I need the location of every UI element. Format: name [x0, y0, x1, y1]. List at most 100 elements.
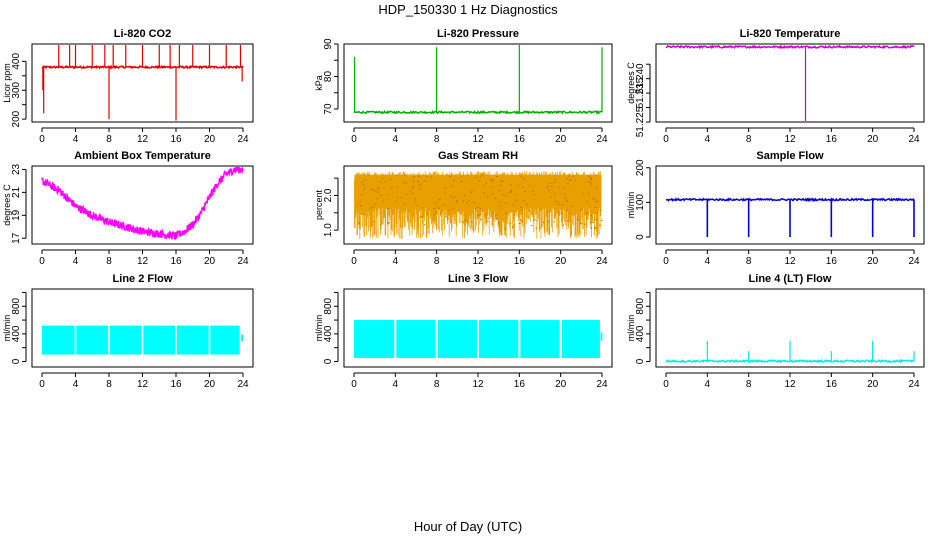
x-tick-label: 8 [106, 134, 112, 145]
panel-title: Li-820 Temperature [740, 28, 841, 40]
x-tick-label: 24 [596, 134, 608, 145]
x-tick-label: 8 [106, 256, 112, 267]
x-tick-label: 20 [204, 379, 216, 390]
figure-title: HDP_150330 1 Hz Diagnostics [378, 2, 558, 17]
series-line [665, 44, 915, 50]
y-tick-label: 70 [323, 103, 334, 115]
flow-band [354, 320, 395, 359]
y-tick-label: 51.225 [635, 106, 646, 137]
plot-frame [31, 165, 254, 245]
x-tick-label: 12 [472, 379, 484, 390]
x-tick-label: 4 [393, 256, 399, 267]
series-pressure [353, 45, 603, 115]
panel-pressure: Li-820 Pressure kPa 0 4 8 12 16 20 24 70 80 90 [314, 28, 613, 145]
x-tick-label: 24 [237, 256, 249, 267]
x-tick-label: 12 [784, 379, 796, 390]
y-tick-label: 800 [11, 297, 22, 314]
series-line2 [42, 325, 244, 355]
y-tick-label: 300 [11, 81, 22, 98]
plot-frame [655, 43, 925, 123]
x-tick-label: 24 [237, 134, 249, 145]
x-tick-label: 24 [908, 256, 920, 267]
panel-title: Line 4 (LT) Flow [749, 273, 832, 285]
x-tick-label: 16 [514, 379, 526, 390]
series-rh [354, 171, 603, 239]
x-tick-label: 8 [746, 256, 752, 267]
x-tick-label: 4 [705, 134, 711, 145]
x-tick-label: 0 [663, 256, 669, 267]
y-tick-label: 200 [11, 110, 22, 127]
y-tick-label: 19 [11, 209, 22, 221]
x-tick-label: 20 [204, 134, 216, 145]
y-tick-label: 21 [11, 186, 22, 198]
x-tick-label: 16 [514, 134, 526, 145]
x-tick-label: 16 [514, 256, 526, 267]
y-tick-label: 400 [11, 325, 22, 342]
x-tick-label: 20 [555, 256, 567, 267]
panel-co2: Li-820 CO2 Licor ppm 0 4 8 12 16 20 24 200 300 400 [2, 28, 254, 145]
y-tick-label: 400 [11, 53, 22, 70]
y-tick-label: 100 [635, 194, 646, 211]
y-tick-label: 23 [11, 163, 22, 175]
flow-band [561, 320, 600, 359]
rh-stipple [356, 174, 603, 229]
x-tick-label: 16 [170, 256, 182, 267]
y-tick-label: 400 [323, 325, 334, 342]
x-tick-label: 20 [555, 379, 567, 390]
x-tick-label: 4 [705, 379, 711, 390]
flow-band [42, 325, 75, 355]
x-tick-label: 24 [596, 256, 608, 267]
x-tick-label: 20 [867, 134, 879, 145]
y-tick-label: 80 [323, 71, 334, 83]
series-temperature [665, 44, 915, 121]
x-tick-label: 24 [908, 134, 920, 145]
y-axis-label: degrees C [2, 184, 12, 226]
x-tick-label: 20 [867, 256, 879, 267]
panel-line3: Line 3 Flow ml/min 0 4 8 12 16 20 24 0 400 800 [314, 273, 613, 390]
y-tick-label: 0 [11, 358, 22, 364]
plot-frame [343, 165, 613, 245]
x-tick-label: 0 [351, 256, 357, 267]
series-ambient [41, 166, 244, 241]
panel-line2: Line 2 Flow ml/min 0 4 8 12 16 20 24 0 400 800 [2, 273, 254, 390]
plot-frame [31, 288, 254, 368]
y-axis-label: ml/min [626, 315, 636, 342]
plot-frame [31, 43, 254, 123]
panel-title: Ambient Box Temperature [74, 150, 211, 162]
x-tick-label: 20 [555, 134, 567, 145]
y-axis-label: ml/min [314, 315, 324, 342]
x-tick-label: 20 [867, 379, 879, 390]
panel-ambient: Ambient Box Temperature degrees C 0 4 8 12 16 2… [2, 150, 254, 267]
y-axis-label: Licor ppm [2, 63, 12, 103]
x-tick-label: 0 [663, 379, 669, 390]
rh-noise [354, 171, 602, 239]
y-tick-label: 800 [635, 297, 646, 314]
panel-temperature: Li-820 Temperature degrees C 0 4 8 12 16 20 24 51… [626, 28, 925, 145]
y-tick-label: 200 [635, 159, 646, 176]
x-tick-label: 12 [137, 256, 149, 267]
series-co2 [41, 45, 244, 121]
x-tick-label: 12 [137, 379, 149, 390]
x-tick-label: 8 [746, 379, 752, 390]
panel-title: Line 3 Flow [448, 273, 508, 285]
y-axis-label: degrees C [626, 62, 636, 104]
x-tick-label: 0 [351, 379, 357, 390]
flow-band [437, 320, 477, 359]
x-tick-label: 8 [434, 256, 440, 267]
x-tick-label: 16 [170, 379, 182, 390]
y-tick-label: 400 [635, 325, 646, 342]
series-sample_flow [665, 197, 915, 238]
panel-title: Line 2 Flow [113, 273, 173, 285]
y-tick-label: 0 [635, 358, 646, 364]
flow-band [109, 325, 142, 355]
y-tick-label: 800 [323, 297, 334, 314]
x-tick-label: 8 [434, 134, 440, 145]
plot-frame [343, 288, 613, 368]
x-tick-label: 12 [472, 134, 484, 145]
x-tick-label: 0 [39, 256, 45, 267]
plot-frame [655, 165, 925, 245]
x-tick-label: 12 [137, 134, 149, 145]
series-line [41, 166, 244, 241]
